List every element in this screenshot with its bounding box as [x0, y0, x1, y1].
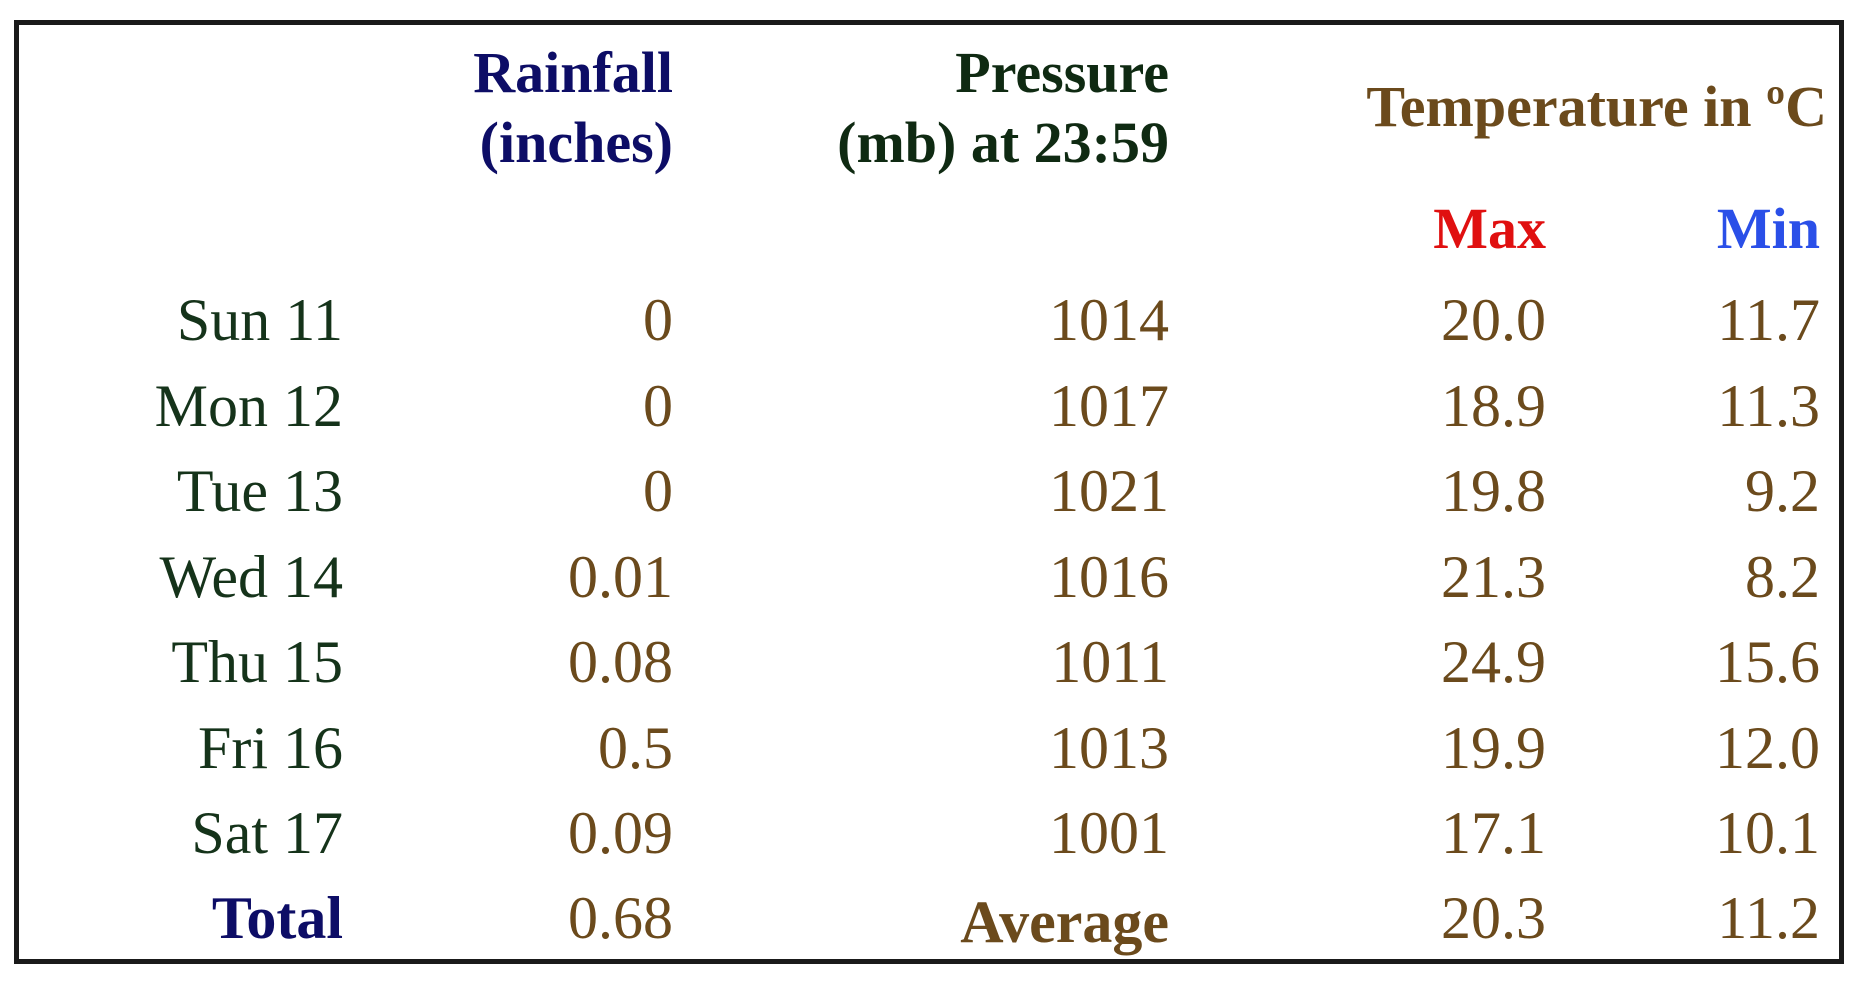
rainfall-total: 0.68	[568, 885, 673, 951]
pressure-value: 1016	[1049, 543, 1169, 610]
day-label: Mon 12	[154, 372, 343, 439]
min-value: 8.2	[1745, 543, 1820, 610]
max-value: 17.1	[1441, 800, 1546, 866]
max-value: 20.0	[1441, 287, 1546, 353]
day-label: Sat 17	[191, 800, 343, 866]
min-value: 12.0	[1715, 714, 1820, 781]
pressure-value: 1014	[1049, 287, 1169, 353]
pressure-value: 1013	[1049, 714, 1169, 781]
min-value: 10.1	[1715, 800, 1820, 866]
pressure-value: 1021	[1049, 458, 1169, 524]
rainfall-value: 0	[643, 458, 673, 524]
max-value: 19.8	[1441, 458, 1546, 524]
day-label: Tue 13	[176, 458, 343, 524]
day-label: Sun 11	[176, 287, 343, 353]
header-rainfall-line2: (inches)	[479, 110, 673, 175]
max-value: 21.3	[1441, 543, 1546, 610]
pressure-value: 1011	[1051, 629, 1169, 695]
pressure-value: 1001	[1049, 800, 1169, 866]
header-max: Max	[1433, 196, 1546, 261]
min-value: 15.6	[1715, 629, 1820, 695]
header-temperature: Temperature in ºC	[1366, 74, 1827, 139]
total-label: Total	[211, 885, 343, 951]
header-pressure-line1: Pressure	[955, 40, 1169, 105]
max-value: 19.9	[1441, 714, 1546, 781]
average-label: Average	[960, 889, 1169, 955]
min-value: 11.7	[1717, 287, 1820, 353]
rainfall-value: 0.5	[598, 714, 673, 781]
max-value: 24.9	[1441, 629, 1546, 695]
rainfall-value: 0	[643, 287, 673, 353]
header-min: Min	[1716, 196, 1820, 261]
header-pressure-line2: (mb) at 23:59	[837, 110, 1169, 175]
pressure-value: 1017	[1049, 372, 1169, 439]
day-label: Thu 15	[171, 629, 343, 695]
header-rainfall-line1: Rainfall	[473, 40, 673, 105]
max-average: 20.3	[1441, 885, 1546, 951]
min-value: 11.3	[1717, 372, 1820, 439]
table-frame	[14, 20, 1844, 964]
day-label: Fri 16	[197, 714, 343, 781]
max-value: 18.9	[1441, 372, 1546, 439]
day-label: Wed 14	[159, 543, 343, 610]
rainfall-value: 0	[643, 372, 673, 439]
rainfall-value: 0.09	[568, 800, 673, 866]
min-average: 11.2	[1717, 885, 1820, 951]
min-value: 9.2	[1745, 458, 1820, 524]
rainfall-value: 0.08	[568, 629, 673, 695]
rainfall-value: 0.01	[568, 543, 673, 610]
